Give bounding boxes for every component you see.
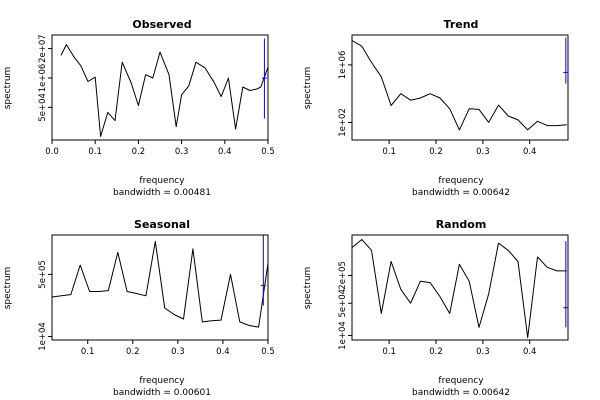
x-tick-label: 0.2 <box>429 147 443 157</box>
chart-title: Observed <box>132 18 191 31</box>
x-tick-label: 0.1 <box>382 147 396 157</box>
x-tick-label: 0.5 <box>261 147 275 157</box>
chart-title: Trend <box>444 18 479 31</box>
spectrum-line <box>51 240 269 328</box>
spectrum-line <box>351 239 567 339</box>
x-tick-label: 0.2 <box>126 347 140 357</box>
y-tick-label: 1e+06 <box>38 64 48 93</box>
spectrum-line <box>60 44 269 137</box>
x-axis-label: frequency <box>438 376 484 386</box>
x-tick-label: 0.5 <box>261 347 275 357</box>
plot-frame <box>51 34 269 141</box>
chart-panel-observed: Observed frequency bandwidth = 0.00481 spec… <box>3 18 275 198</box>
x-axis-label: frequency <box>438 176 484 186</box>
y-axis-label: spectrum <box>3 67 13 110</box>
chart-panel-seasonal: Seasonal frequency bandwidth = 0.00601 spec… <box>3 218 275 398</box>
bandwidth-label: bandwidth = 0.00642 <box>412 388 510 398</box>
x-tick-label: 0.1 <box>81 347 95 357</box>
y-tick-label: 1e+04 <box>338 321 348 350</box>
chart-title: Random <box>436 218 487 231</box>
x-tick-label: 0.3 <box>175 147 189 157</box>
x-tick-label: 0.4 <box>523 347 537 357</box>
chart-title: Seasonal <box>134 218 190 231</box>
y-axis-label: spectrum <box>3 267 13 310</box>
plot-frame <box>351 34 569 141</box>
x-tick-label: 0.0 <box>45 147 59 157</box>
y-tick-label: 1e+02 <box>338 108 348 137</box>
x-tick-label: 0.4 <box>218 147 232 157</box>
x-axis-label: frequency <box>139 176 185 186</box>
x-tick-label: 0.1 <box>88 147 102 157</box>
x-tick-label: 0.4 <box>523 147 537 157</box>
x-tick-label: 0.3 <box>171 347 185 357</box>
x-tick-label: 0.2 <box>132 147 146 157</box>
x-tick-label: 0.3 <box>476 347 490 357</box>
chart-panel-trend: Trend frequency bandwidth = 0.00642 spectru… <box>303 18 569 198</box>
y-tick-label: 1e+04 <box>38 322 48 351</box>
x-axis-label: frequency <box>139 376 185 386</box>
x-tick-label: 0.4 <box>216 347 230 357</box>
y-tick-label: 1e+06 <box>338 51 348 80</box>
y-tick-label: 2e+05 <box>338 261 348 290</box>
y-tick-label: 5e+04 <box>38 93 48 122</box>
plot-frame <box>351 234 569 341</box>
bandwidth-label: bandwidth = 0.00481 <box>113 188 211 198</box>
x-tick-label: 0.2 <box>429 347 443 357</box>
x-tick-label: 0.3 <box>476 147 490 157</box>
y-tick-label: 5e+04 <box>338 289 348 318</box>
y-axis-label: spectrum <box>303 267 313 310</box>
y-axis-label: spectrum <box>303 67 313 110</box>
chart-panel-random: Random frequency bandwidth = 0.00642 spectr… <box>303 218 569 398</box>
y-tick-label: 2e+07 <box>38 34 48 63</box>
bandwidth-label: bandwidth = 0.00642 <box>412 188 510 198</box>
x-tick-label: 0.1 <box>382 347 396 357</box>
plot-frame <box>51 234 269 341</box>
y-tick-label: 5e+05 <box>38 260 48 289</box>
spectrum-line <box>351 40 567 131</box>
bandwidth-label: bandwidth = 0.00601 <box>113 388 211 398</box>
